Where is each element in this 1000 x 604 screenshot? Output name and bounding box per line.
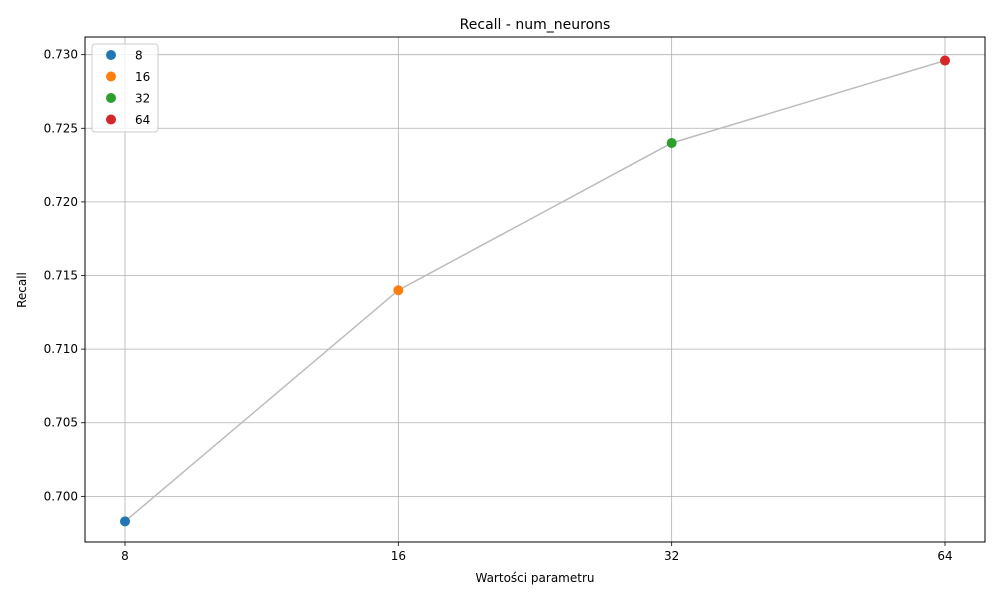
connecting-line-layer [124, 59, 946, 522]
data-points [120, 55, 950, 527]
y-tick-label: 0.705 [44, 416, 78, 430]
x-tick-label: 32 [664, 549, 679, 563]
legend-box [91, 43, 159, 133]
x-tick-label: 64 [937, 549, 952, 563]
data-point-8 [120, 516, 130, 527]
y-tick-label: 0.715 [44, 269, 78, 283]
y-tick-label: 0.725 [44, 121, 78, 135]
data-point-64 [940, 55, 950, 66]
data-point-32 [666, 138, 677, 149]
connecting-line [124, 59, 946, 522]
y-axis-label: Recall [15, 272, 29, 308]
grid [85, 37, 985, 542]
x-axis-label: Wartości parametru [475, 571, 594, 585]
legend-label-8: 8 [135, 49, 143, 63]
plot-frame [84, 36, 986, 543]
legend-label-64: 64 [135, 113, 150, 127]
y-tick-label: 0.710 [44, 342, 78, 356]
legend-marker-16 [106, 71, 116, 82]
legend-marker-32 [106, 93, 116, 103]
x-axis-ticks: 8 16 32 64 [121, 542, 953, 563]
legend-label-16: 16 [135, 70, 150, 84]
y-tick-label: 0.730 [44, 48, 78, 62]
legend: 8 16 32 64 [91, 43, 159, 133]
data-point-16 [393, 285, 404, 296]
x-tick-label: 16 [391, 549, 406, 563]
legend-label-32: 32 [135, 92, 150, 106]
x-tick-label: 8 [121, 549, 129, 563]
chart-title: Recall - num_neurons [460, 17, 611, 33]
y-axis-ticks: 0.700 0.705 0.710 0.715 0.720 0.725 0.730 [44, 48, 85, 503]
y-tick-label: 0.720 [44, 195, 78, 209]
y-tick-label: 0.700 [44, 489, 78, 503]
legend-marker-8 [106, 50, 116, 60]
legend-marker-64 [106, 114, 116, 125]
